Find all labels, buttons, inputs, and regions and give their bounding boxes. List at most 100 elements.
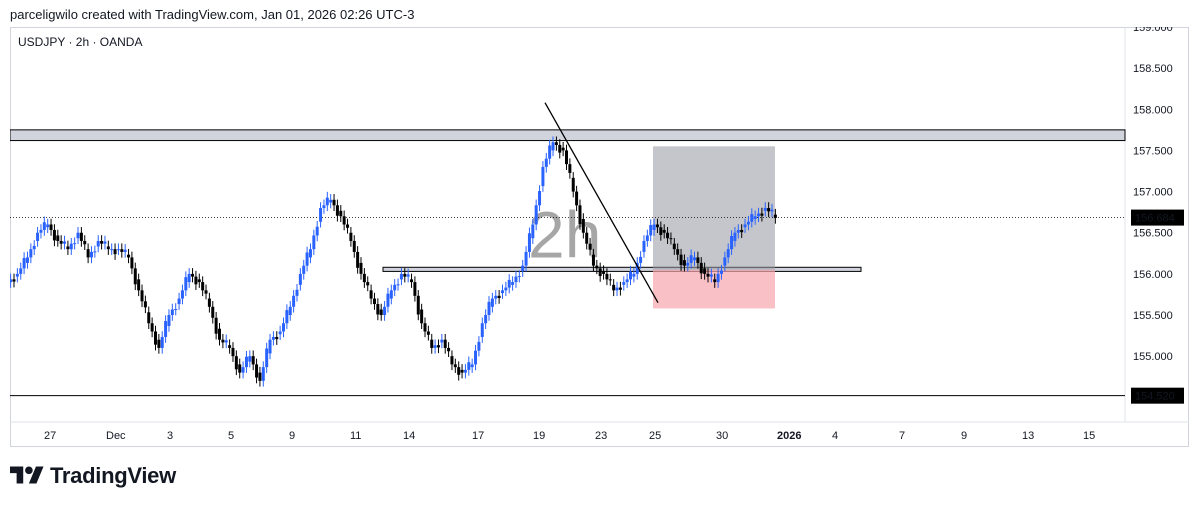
candle-body <box>103 241 107 244</box>
chart-frame <box>10 27 1189 447</box>
candle-body <box>433 345 437 348</box>
candle-body <box>83 240 87 245</box>
candle-body <box>682 260 686 266</box>
candle-body <box>201 282 205 291</box>
stop-box <box>653 269 775 309</box>
candle-body <box>504 287 508 291</box>
x-tick-label: 25 <box>649 430 661 442</box>
candle-body <box>484 315 488 324</box>
candle-body <box>416 295 420 315</box>
candle-body <box>635 262 639 274</box>
candle-body <box>440 339 444 343</box>
candle-body <box>100 240 104 244</box>
last-price-label-bg <box>1131 209 1184 226</box>
candle-body <box>544 158 548 167</box>
candle-body <box>450 356 454 365</box>
candle-body <box>130 257 134 269</box>
candlestick-chart[interactable]: 155.000 155.500 156.000 156.500 157.000 157.5… <box>10 27 1189 447</box>
candle-body <box>369 290 373 299</box>
candle-body <box>59 240 63 244</box>
candle-body <box>167 315 171 326</box>
candle-body <box>42 222 46 230</box>
candle-body <box>194 276 198 285</box>
candle-body <box>629 271 633 280</box>
candle-body <box>703 268 707 274</box>
candle-body <box>106 246 110 250</box>
candle-body <box>709 274 713 277</box>
candle-body <box>500 290 504 294</box>
candle-body <box>218 328 222 340</box>
candle-body <box>591 254 595 266</box>
candle-body <box>116 249 120 251</box>
candle-body <box>187 273 191 283</box>
candle-body <box>453 364 457 368</box>
candle-body <box>585 232 589 244</box>
candle-body <box>191 273 195 277</box>
candle-body <box>514 276 518 283</box>
candle-body <box>393 284 397 291</box>
candle-body <box>410 279 414 283</box>
candle-body <box>140 290 144 302</box>
y-tick-label: 159.000 <box>1133 27 1173 34</box>
candle-body <box>521 265 525 272</box>
candle-body <box>164 321 168 337</box>
candle-body <box>770 209 774 212</box>
candle-body <box>760 213 764 216</box>
candle-body <box>73 243 77 245</box>
x-tick-label: 5 <box>228 430 234 442</box>
candle-body <box>335 205 339 216</box>
candle-body <box>25 257 29 263</box>
y-tick-label: 158.000 <box>1133 104 1173 116</box>
candle-body <box>497 295 501 299</box>
candle-body <box>436 345 440 348</box>
candle-body <box>137 279 141 291</box>
candle-body <box>271 336 275 340</box>
resistance-zone <box>10 129 1126 142</box>
candle-body <box>184 277 188 291</box>
candle-body <box>719 270 723 274</box>
candle-body <box>602 271 606 274</box>
candle-body <box>622 282 626 285</box>
candle-body <box>29 249 33 258</box>
candle-body <box>224 340 228 343</box>
candle-body <box>457 367 461 375</box>
candle-body <box>46 224 50 228</box>
candle-body <box>447 347 451 352</box>
candle-body <box>157 339 161 348</box>
candle-body <box>625 279 629 283</box>
y-tick-label: 157.500 <box>1133 145 1173 157</box>
candle-body <box>305 252 309 266</box>
candle-body <box>538 191 542 206</box>
candle-body <box>730 236 734 250</box>
candle-body <box>174 308 178 310</box>
candle-body <box>366 282 370 286</box>
candle-body <box>568 164 572 173</box>
candle-body <box>312 235 316 250</box>
candle-body <box>507 279 511 288</box>
candle-body <box>490 298 494 307</box>
candle-body <box>430 339 434 348</box>
candle-body <box>487 301 491 316</box>
candle-body <box>406 274 410 277</box>
x-tick-label: 9 <box>961 430 967 442</box>
candle-body <box>588 243 592 250</box>
candle-body <box>598 268 602 277</box>
candle-body <box>632 273 636 277</box>
tradingview-logo: TradingView <box>10 462 176 490</box>
x-tick-label: 15 <box>1083 430 1095 442</box>
x-tick-label: 14 <box>403 430 415 442</box>
candle-body <box>22 257 26 269</box>
candle-body <box>750 214 754 222</box>
candle-body <box>221 339 225 343</box>
candle-body <box>396 284 400 286</box>
candle-body <box>315 226 319 236</box>
candle-body <box>93 251 97 253</box>
candle-body <box>79 232 83 241</box>
candle-body <box>443 339 447 348</box>
candle-body <box>558 144 562 153</box>
candle-body <box>96 240 100 247</box>
candle-body <box>214 317 218 334</box>
candle-body <box>689 255 693 263</box>
candle-body <box>676 249 680 255</box>
x-tick-label: 4 <box>832 430 838 442</box>
